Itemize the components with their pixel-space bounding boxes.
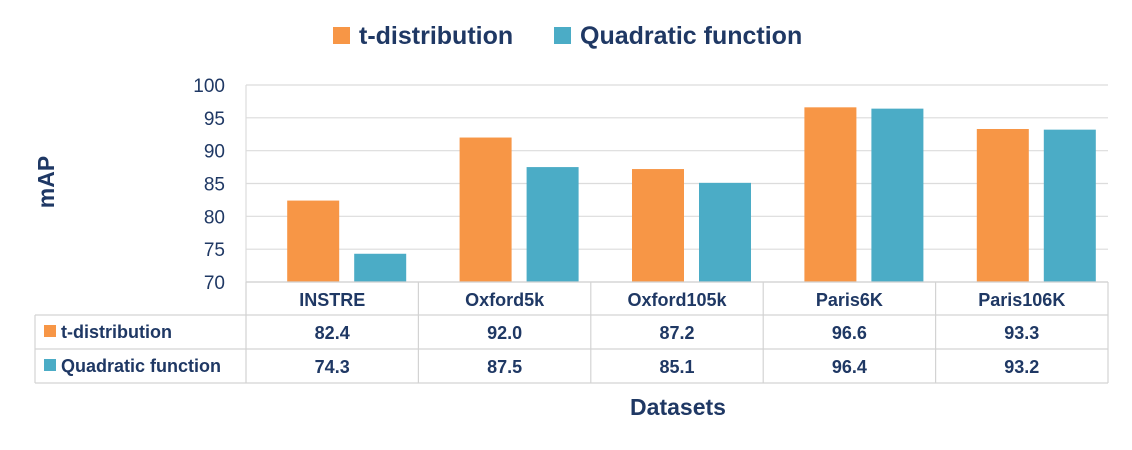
legend-label-2: Quadratic function <box>580 22 802 50</box>
y-tick-label: 80 <box>204 207 225 228</box>
x-axis-title: Datasets <box>630 394 726 420</box>
y-tick-label: 95 <box>204 109 225 130</box>
bar-2-instre <box>354 253 407 282</box>
legend: t-distribution Quadratic function <box>333 22 802 50</box>
bar-1-instre <box>287 200 340 282</box>
table-cell-value: 96.4 <box>832 357 867 377</box>
table-row-label-1: t-distribution <box>61 322 172 342</box>
table-cell-value: 82.4 <box>315 323 350 343</box>
table-row-label-2: Quadratic function <box>61 356 221 376</box>
table-cell-value: 93.3 <box>1004 323 1039 343</box>
table-cell-value: 85.1 <box>659 357 694 377</box>
table-cell-value: 74.3 <box>315 357 350 377</box>
category-label: Oxford5k <box>465 290 545 310</box>
data-table: INSTRE Oxford5k Oxford105k Paris6K Paris106K… <box>34 281 1109 384</box>
bar-2-paris106k <box>1043 129 1096 282</box>
y-axis-title: mAP <box>33 156 59 208</box>
table-cell-value: 92.0 <box>487 323 522 343</box>
legend-label-1: t-distribution <box>359 22 513 50</box>
table-cell-value: 87.5 <box>487 357 522 377</box>
bar-1-oxford5k <box>459 137 512 282</box>
category-label: Paris6K <box>816 290 883 310</box>
category-label: INSTRE <box>299 290 365 310</box>
y-tick-label: 70 <box>204 273 225 294</box>
bar-2-oxford5k <box>526 167 579 282</box>
y-tick-label: 90 <box>204 142 225 163</box>
category-label: Oxford105k <box>627 290 727 310</box>
y-axis-ticks: 70 75 80 85 90 95 100 <box>193 76 225 294</box>
bar-2-oxford105k <box>699 182 751 282</box>
category-label: Paris106K <box>978 290 1065 310</box>
table-cell-value: 96.6 <box>832 323 867 343</box>
table-legend-key-2 <box>44 359 56 371</box>
bar-1-paris106k <box>976 128 1029 282</box>
y-tick-label: 75 <box>204 240 225 261</box>
legend-swatch-2 <box>554 27 571 44</box>
y-tick-label: 85 <box>204 175 225 196</box>
bar-1-paris6k <box>804 107 857 283</box>
table-legend-key-1 <box>44 325 56 337</box>
bars <box>287 107 1096 283</box>
legend-swatch-1 <box>333 27 350 44</box>
table-cell-value: 93.2 <box>1004 357 1039 377</box>
table-cell-value: 87.2 <box>659 323 694 343</box>
y-tick-label: 100 <box>193 76 225 97</box>
bar-2-paris6k <box>871 108 924 282</box>
bar-1-oxford105k <box>632 169 684 282</box>
